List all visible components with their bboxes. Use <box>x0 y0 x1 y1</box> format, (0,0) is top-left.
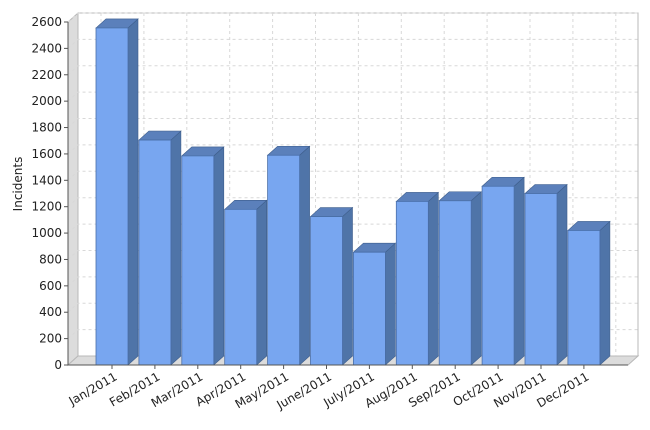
bar-front <box>438 200 472 366</box>
bar-jan-2011 <box>95 18 139 366</box>
bar-front <box>481 185 515 366</box>
bar-side <box>127 18 139 366</box>
grid-line <box>67 12 638 23</box>
y-tick-label: 1800 <box>31 121 62 135</box>
y-tick-label: 2200 <box>31 68 62 82</box>
bar-front <box>310 216 343 366</box>
y-tick-label: 0 <box>54 358 62 372</box>
bar-side <box>513 176 525 366</box>
y-tick-label: 600 <box>39 279 62 293</box>
y-tick-label: 800 <box>39 252 62 266</box>
grid-line <box>67 118 638 128</box>
bar-aug-2011 <box>395 191 440 366</box>
bar-front <box>181 155 215 366</box>
grid-line <box>67 91 638 102</box>
grid-line <box>67 38 638 49</box>
bar-mar-2011 <box>181 146 225 366</box>
y-tick-label: 2400 <box>31 41 62 55</box>
bar-front <box>567 230 601 366</box>
y-tick-label: 400 <box>39 305 62 319</box>
bar-oct-2011 <box>481 176 525 366</box>
y-tick-label: 2000 <box>31 94 62 108</box>
bar-side <box>556 183 568 366</box>
bar-front <box>138 139 172 366</box>
bar-side <box>470 191 482 366</box>
plot-left-wall <box>67 11 79 367</box>
y-tick-label: 1400 <box>31 173 62 187</box>
bar-dec-2011 <box>567 220 611 366</box>
bars <box>95 18 611 366</box>
y-tick-label: 1000 <box>31 226 62 240</box>
x-axis: Jan/2011Feb/2011Mar/2011Apr/2011May/2011… <box>66 364 628 412</box>
bar-side <box>170 130 182 366</box>
bar-july-2011 <box>352 242 397 366</box>
bar-june-2011 <box>309 206 354 366</box>
y-axis-label: Incidents <box>11 157 25 212</box>
bar-may-2011 <box>266 145 311 366</box>
y-axis: 0 200 400 600 800 1000 1200 1400 1600 1800 2000 220… <box>31 15 69 372</box>
bar-side <box>213 146 225 366</box>
bar-sep-2011 <box>438 191 482 366</box>
bar-apr-2011 <box>223 199 268 366</box>
bar-side <box>385 242 396 366</box>
y-tick-label: 1200 <box>31 200 62 214</box>
bar-side <box>342 206 353 366</box>
grid-line <box>67 144 638 155</box>
bar-front <box>395 201 429 366</box>
bar-front <box>352 251 386 366</box>
y-tick-label: 200 <box>39 332 62 346</box>
bar-front <box>95 27 129 366</box>
y-tick-label: 1600 <box>31 147 62 161</box>
bar-feb-2011 <box>138 130 182 366</box>
bar-side <box>256 199 268 366</box>
bar-side <box>427 191 439 366</box>
bar-side <box>599 220 611 366</box>
bar-front <box>267 154 301 366</box>
bar-nov-2011 <box>524 183 568 366</box>
bar-front <box>524 193 558 366</box>
grid-line <box>67 170 638 181</box>
y-tick-label: 2600 <box>31 15 62 29</box>
grid-line <box>67 65 638 76</box>
bar-side <box>299 145 310 366</box>
bar-front <box>224 208 258 366</box>
